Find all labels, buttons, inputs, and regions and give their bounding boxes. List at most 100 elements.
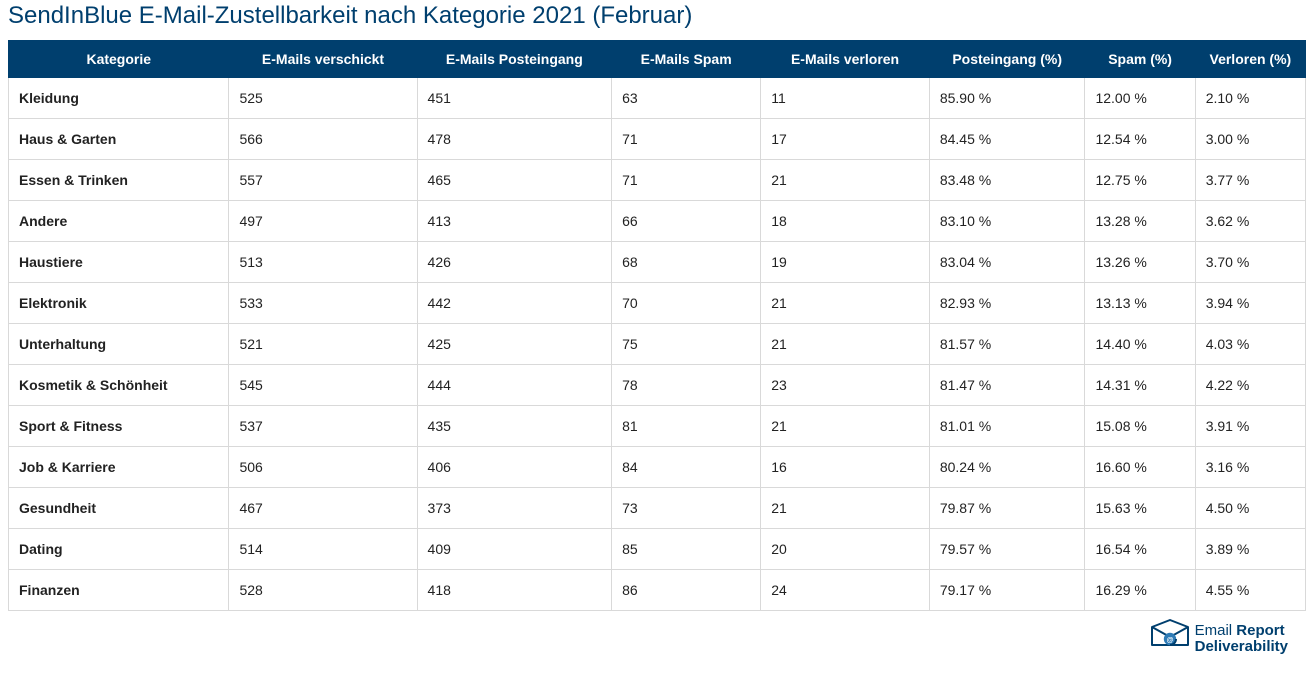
table-row: Haustiere513426681983.04 %13.26 %3.70 %	[9, 242, 1306, 283]
value-cell: 442	[417, 283, 612, 324]
value-cell: 525	[229, 78, 417, 119]
value-cell: 3.77 %	[1195, 160, 1305, 201]
envelope-icon: @	[1151, 619, 1189, 658]
value-cell: 21	[761, 406, 930, 447]
value-cell: 506	[229, 447, 417, 488]
category-cell: Haustiere	[9, 242, 229, 283]
value-cell: 3.62 %	[1195, 201, 1305, 242]
category-cell: Job & Karriere	[9, 447, 229, 488]
table-header-row: KategorieE-Mails verschicktE-Mails Poste…	[9, 41, 1306, 78]
value-cell: 85	[612, 529, 761, 570]
value-cell: 521	[229, 324, 417, 365]
category-cell: Sport & Fitness	[9, 406, 229, 447]
value-cell: 66	[612, 201, 761, 242]
value-cell: 2.10 %	[1195, 78, 1305, 119]
value-cell: 23	[761, 365, 930, 406]
value-cell: 79.17 %	[929, 570, 1085, 611]
value-cell: 75	[612, 324, 761, 365]
value-cell: 537	[229, 406, 417, 447]
value-cell: 413	[417, 201, 612, 242]
value-cell: 3.00 %	[1195, 119, 1305, 160]
value-cell: 3.89 %	[1195, 529, 1305, 570]
table-header-cell: Kategorie	[9, 41, 229, 78]
value-cell: 514	[229, 529, 417, 570]
value-cell: 20	[761, 529, 930, 570]
value-cell: 21	[761, 160, 930, 201]
value-cell: 83.10 %	[929, 201, 1085, 242]
value-cell: 11	[761, 78, 930, 119]
value-cell: 465	[417, 160, 612, 201]
value-cell: 373	[417, 488, 612, 529]
table-row: Andere497413661883.10 %13.28 %3.62 %	[9, 201, 1306, 242]
table-header-cell: E-Mails Posteingang	[417, 41, 612, 78]
deliverability-table: KategorieE-Mails verschicktE-Mails Poste…	[8, 40, 1306, 611]
value-cell: 21	[761, 283, 930, 324]
value-cell: 3.94 %	[1195, 283, 1305, 324]
value-cell: 435	[417, 406, 612, 447]
value-cell: 3.91 %	[1195, 406, 1305, 447]
category-cell: Haus & Garten	[9, 119, 229, 160]
table-header-cell: Spam (%)	[1085, 41, 1195, 78]
table-row: Essen & Trinken557465712183.48 %12.75 %3…	[9, 160, 1306, 201]
value-cell: 13.13 %	[1085, 283, 1195, 324]
table-header-cell: Posteingang (%)	[929, 41, 1085, 78]
value-cell: 81.01 %	[929, 406, 1085, 447]
svg-text:@: @	[1166, 637, 1173, 644]
value-cell: 4.55 %	[1195, 570, 1305, 611]
value-cell: 79.57 %	[929, 529, 1085, 570]
value-cell: 83.04 %	[929, 242, 1085, 283]
category-cell: Kleidung	[9, 78, 229, 119]
value-cell: 80.24 %	[929, 447, 1085, 488]
category-cell: Unterhaltung	[9, 324, 229, 365]
value-cell: 12.75 %	[1085, 160, 1195, 201]
value-cell: 81	[612, 406, 761, 447]
value-cell: 425	[417, 324, 612, 365]
value-cell: 16	[761, 447, 930, 488]
category-cell: Dating	[9, 529, 229, 570]
value-cell: 78	[612, 365, 761, 406]
table-row: Dating514409852079.57 %16.54 %3.89 %	[9, 529, 1306, 570]
value-cell: 84.45 %	[929, 119, 1085, 160]
value-cell: 68	[612, 242, 761, 283]
table-row: Kosmetik & Schönheit545444782381.47 %14.…	[9, 365, 1306, 406]
value-cell: 21	[761, 488, 930, 529]
value-cell: 426	[417, 242, 612, 283]
table-header-cell: Verloren (%)	[1195, 41, 1305, 78]
table-header-cell: E-Mails Spam	[612, 41, 761, 78]
table-header-cell: E-Mails verschickt	[229, 41, 417, 78]
brand-logo: @ Email Report Deliverability	[1151, 619, 1288, 658]
value-cell: 63	[612, 78, 761, 119]
value-cell: 4.22 %	[1195, 365, 1305, 406]
category-cell: Kosmetik & Schönheit	[9, 365, 229, 406]
value-cell: 533	[229, 283, 417, 324]
value-cell: 545	[229, 365, 417, 406]
value-cell: 83.48 %	[929, 160, 1085, 201]
value-cell: 3.70 %	[1195, 242, 1305, 283]
value-cell: 81.47 %	[929, 365, 1085, 406]
category-cell: Essen & Trinken	[9, 160, 229, 201]
value-cell: 79.87 %	[929, 488, 1085, 529]
table-row: Sport & Fitness537435812181.01 %15.08 %3…	[9, 406, 1306, 447]
value-cell: 16.60 %	[1085, 447, 1195, 488]
table-row: Unterhaltung521425752181.57 %14.40 %4.03…	[9, 324, 1306, 365]
table-header-cell: E-Mails verloren	[761, 41, 930, 78]
value-cell: 14.40 %	[1085, 324, 1195, 365]
page-title: SendInBlue E-Mail-Zustellbarkeit nach Ka…	[8, 2, 1306, 30]
value-cell: 71	[612, 119, 761, 160]
category-cell: Gesundheit	[9, 488, 229, 529]
value-cell: 4.03 %	[1195, 324, 1305, 365]
value-cell: 24	[761, 570, 930, 611]
value-cell: 3.16 %	[1195, 447, 1305, 488]
value-cell: 478	[417, 119, 612, 160]
value-cell: 18	[761, 201, 930, 242]
value-cell: 86	[612, 570, 761, 611]
value-cell: 513	[229, 242, 417, 283]
value-cell: 71	[612, 160, 761, 201]
table-row: Job & Karriere506406841680.24 %16.60 %3.…	[9, 447, 1306, 488]
value-cell: 409	[417, 529, 612, 570]
value-cell: 15.08 %	[1085, 406, 1195, 447]
value-cell: 82.93 %	[929, 283, 1085, 324]
table-row: Finanzen528418862479.17 %16.29 %4.55 %	[9, 570, 1306, 611]
value-cell: 444	[417, 365, 612, 406]
category-cell: Elektronik	[9, 283, 229, 324]
